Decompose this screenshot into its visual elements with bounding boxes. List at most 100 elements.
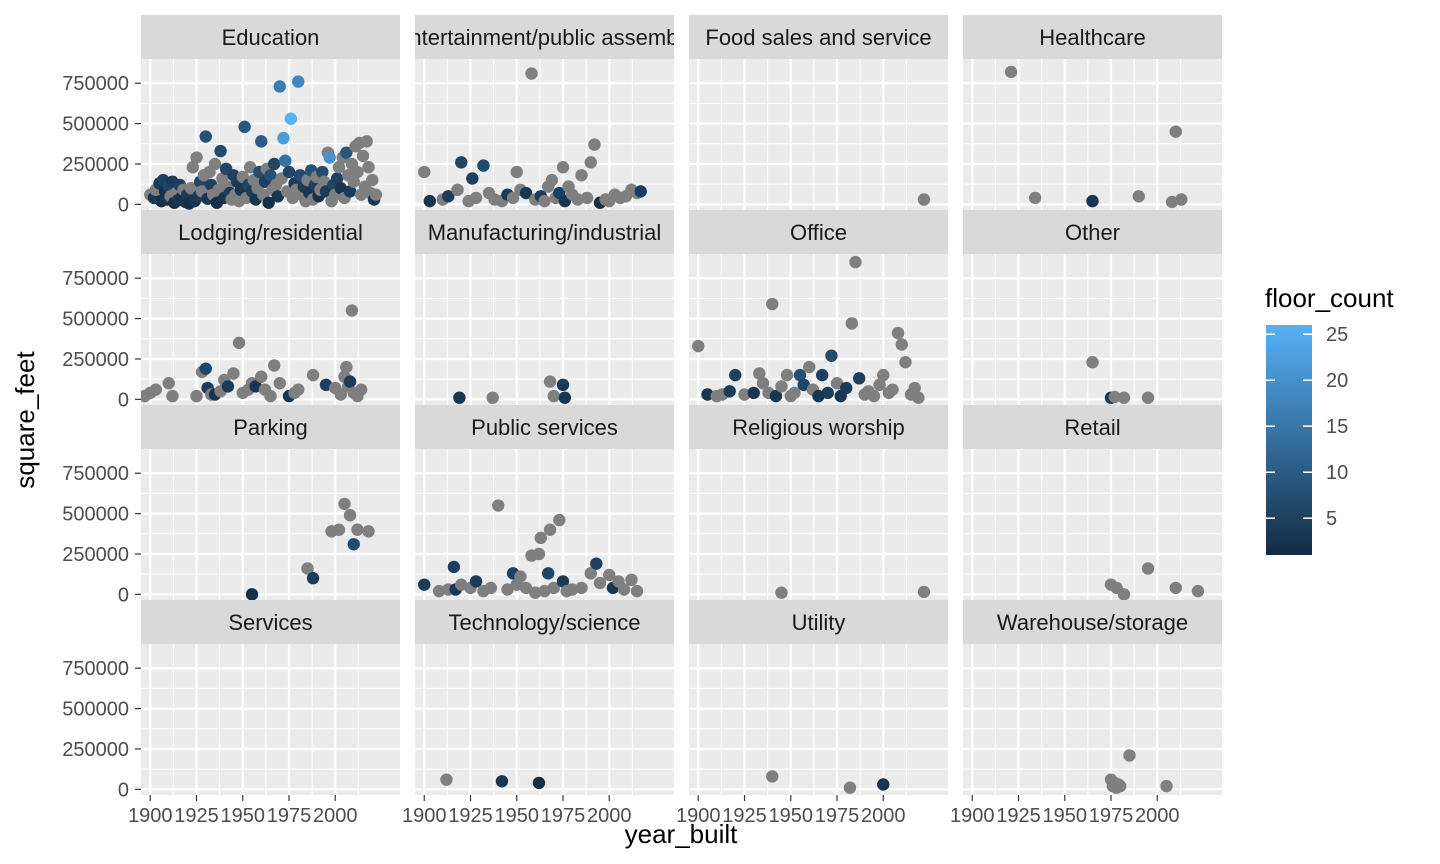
data-point <box>351 165 364 179</box>
x-axis-title: year_built <box>625 819 739 849</box>
data-point <box>867 389 881 403</box>
data-point <box>917 585 931 599</box>
data-point <box>845 317 858 330</box>
data-point <box>477 159 490 172</box>
legend-tick-label: 10 <box>1326 462 1348 484</box>
data-point <box>701 388 714 401</box>
data-point <box>556 378 570 392</box>
legend-title: floor_count <box>1265 283 1394 313</box>
data-point <box>821 386 834 400</box>
data-point <box>816 368 829 382</box>
x-tick-label: 1925 <box>448 805 493 827</box>
data-point <box>556 161 570 174</box>
data-point <box>273 376 286 390</box>
y-tick-label: 500000 <box>62 699 129 721</box>
data-point <box>1160 779 1173 793</box>
facet-strip <box>415 15 674 59</box>
data-point <box>775 586 788 599</box>
facet-strip-label: Public services <box>471 415 618 440</box>
data-point <box>166 389 179 403</box>
x-tick-label: 1925 <box>996 805 1041 827</box>
y-tick-label: 750000 <box>62 658 129 680</box>
facet-strip <box>141 600 400 644</box>
data-point <box>634 185 647 198</box>
data-point <box>558 391 572 404</box>
data-point <box>238 120 251 134</box>
data-point <box>593 576 607 590</box>
facet-panel: Warehouse/storage 1900 1925 1950 1975 2000 <box>950 600 1222 827</box>
data-point <box>547 389 560 403</box>
data-point <box>351 523 364 536</box>
x-tick-label: 2000 <box>587 805 632 827</box>
facet-panel: Food sales and service <box>689 15 948 210</box>
facet-strip <box>963 210 1222 254</box>
data-point <box>1141 391 1155 404</box>
data-point <box>895 338 908 351</box>
facet-strip-label: Services <box>228 610 312 635</box>
data-point <box>797 378 810 392</box>
data-point <box>418 578 431 591</box>
facet-panel: Entertainment/public assembly <box>415 15 674 210</box>
data-point <box>514 570 527 583</box>
data-point <box>451 183 464 197</box>
data-point <box>1169 125 1182 138</box>
panel-grid <box>689 449 948 600</box>
data-point <box>277 131 290 145</box>
data-point <box>340 146 353 159</box>
data-point <box>529 586 542 599</box>
data-point <box>447 560 461 574</box>
data-point <box>575 581 588 595</box>
data-point <box>543 523 557 536</box>
facet-strip <box>963 600 1222 644</box>
panel-points <box>1004 65 1188 209</box>
data-point <box>330 172 344 185</box>
data-point <box>332 523 346 536</box>
data-point <box>345 304 359 317</box>
panel-grid <box>689 254 948 405</box>
data-point <box>366 173 379 187</box>
data-point <box>753 367 766 380</box>
data-point <box>292 75 305 88</box>
panel-grid <box>963 254 1222 405</box>
data-point <box>917 193 931 206</box>
data-point <box>788 386 801 400</box>
data-point <box>756 376 770 390</box>
panel-grid <box>963 644 1222 795</box>
data-point <box>908 381 921 395</box>
data-point <box>603 568 616 582</box>
legend-tick-label: 15 <box>1326 416 1348 438</box>
data-point <box>306 368 320 382</box>
data-point <box>899 356 912 369</box>
data-point <box>492 499 505 512</box>
panel-background <box>415 644 674 795</box>
data-point <box>347 175 360 188</box>
facet-strip <box>141 15 400 59</box>
y-tick-label: 0 <box>118 584 129 606</box>
facet-strip-label: Warehouse/storage <box>997 610 1188 635</box>
facet-strip-label: Food sales and service <box>705 25 931 50</box>
data-point <box>1132 190 1145 203</box>
data-point <box>891 326 905 340</box>
x-tick-label: 1950 <box>769 805 814 827</box>
panel-points <box>692 255 925 404</box>
data-point <box>184 181 198 195</box>
data-point <box>264 389 277 403</box>
data-point <box>590 557 603 570</box>
facet-panel: Lodging/residential 0 250000 500000 750000 <box>62 210 400 411</box>
facet-strip <box>141 405 400 449</box>
data-point <box>362 161 375 174</box>
data-point <box>840 381 853 395</box>
panel-points <box>766 770 890 794</box>
data-point <box>227 367 240 380</box>
facet-strip <box>415 405 674 449</box>
y-tick-label: 250000 <box>62 544 129 566</box>
data-point <box>843 781 857 794</box>
facet-strip <box>689 210 948 254</box>
y-tick-label: 250000 <box>62 154 129 176</box>
panel-grid <box>689 644 948 795</box>
facet-strip <box>689 405 948 449</box>
x-tick-label: 1950 <box>221 805 266 827</box>
panel-background <box>963 644 1222 795</box>
y-tick-label: 500000 <box>62 504 129 526</box>
data-point <box>886 383 899 396</box>
